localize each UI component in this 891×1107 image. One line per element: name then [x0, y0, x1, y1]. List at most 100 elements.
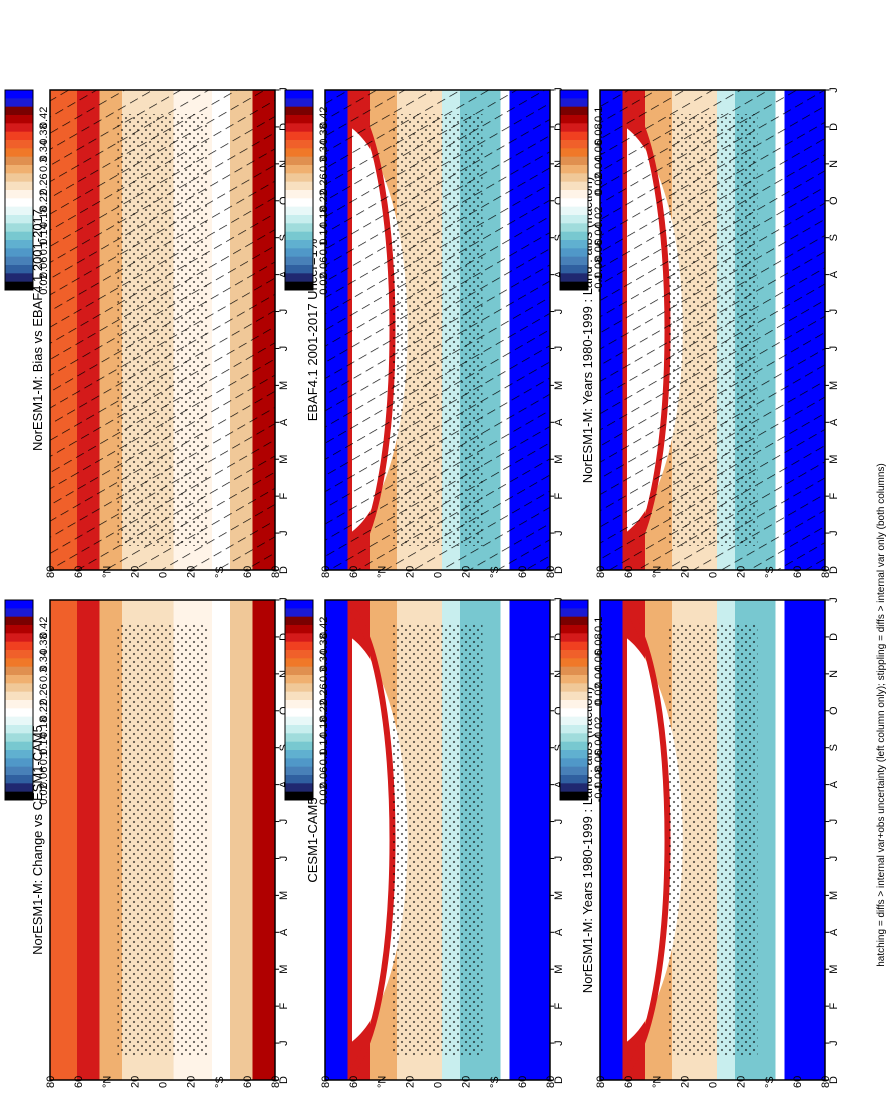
month-tick: D: [278, 566, 290, 574]
colorbar-label: 0.18: [38, 717, 50, 738]
colorbar-swatch: [5, 190, 33, 199]
lat-tick: °S: [489, 566, 501, 578]
colorbar-swatch: [560, 165, 588, 174]
month-tick: D: [828, 566, 840, 574]
colorbar-label: 0.26: [38, 683, 50, 704]
month-tick: M: [828, 381, 840, 390]
band-7: [509, 600, 550, 1080]
lat-tick: °N: [101, 566, 113, 578]
colorbar-label: -0.06: [593, 750, 605, 775]
band-0: [600, 600, 623, 1080]
lat-tick: °S: [764, 566, 776, 578]
colorbar-absolute-3: 0.420.380.340.30.260.220.180.140.1 0.060.…: [284, 599, 330, 805]
lat-tick: 80: [45, 566, 57, 578]
colorbar-swatch: [5, 633, 33, 643]
colorbar-swatch: [560, 215, 588, 224]
colorbar-label: -0.04: [593, 223, 605, 248]
colorbar-swatch: [5, 758, 33, 768]
month-tick: J: [553, 309, 565, 315]
colorbar-swatch: [285, 716, 313, 726]
colorbar-swatch: [5, 173, 33, 183]
month-tick: S: [828, 744, 840, 751]
month-tick: S: [278, 744, 290, 751]
colorbar-swatch: [560, 725, 588, 734]
month-tick: F: [828, 1003, 840, 1010]
colorbar-label: 0.18: [318, 717, 330, 738]
month-tick: A: [828, 928, 840, 936]
colorbar-swatch: [560, 206, 588, 216]
colorbar-label: 0.3: [38, 667, 50, 682]
colorbar-label: 0.38: [318, 633, 330, 654]
colorbar-swatch: [5, 265, 33, 274]
colorbar-label: 0.1: [38, 240, 50, 255]
band-7: [252, 600, 275, 1080]
colorbar-swatch: [560, 198, 588, 208]
month-tick: J: [278, 597, 290, 603]
month-tick: J: [828, 597, 840, 603]
colorbar-swatch: [560, 140, 588, 149]
month-tick: M: [278, 455, 290, 464]
colorbar-swatch: [285, 791, 313, 801]
colorbar-swatch: [5, 716, 33, 726]
lat-tick: 20: [679, 1076, 691, 1088]
colorbar-swatch: [560, 190, 588, 199]
colorbar-swatch: [5, 608, 33, 618]
month-tick: S: [278, 234, 290, 241]
month-tick: D: [828, 123, 840, 131]
lat-tick: 60: [73, 566, 85, 578]
lat-tick: 80: [820, 566, 832, 578]
lat-tick: 80: [320, 1076, 332, 1088]
colorbar-swatch: [285, 600, 313, 609]
colorbar-swatch: [5, 783, 33, 793]
lat-tick: °S: [214, 1076, 226, 1088]
colorbar-swatch: [285, 733, 313, 743]
colorbar-swatch: [560, 791, 588, 801]
colorbar-swatch: [285, 783, 313, 793]
colorbar-label: 0.34: [38, 140, 50, 161]
colorbar-frame: [4, 89, 34, 291]
colorbar-swatch: [285, 148, 313, 158]
colorbar-frame: [559, 599, 589, 801]
colorbar-swatch: [5, 691, 33, 701]
month-tick: A: [553, 780, 565, 788]
colorbar-swatch: [285, 123, 313, 133]
colorbar-swatch: [285, 215, 313, 224]
colorbar-label: 0.22: [318, 190, 330, 211]
month-tick: A: [828, 418, 840, 426]
lat-tick: 0: [708, 1082, 720, 1088]
month-tick: N: [828, 670, 840, 678]
month-tick: J: [278, 87, 290, 93]
colorbar-swatch: [560, 658, 588, 668]
colorbar-frame: [559, 89, 589, 291]
month-tick: O: [553, 196, 565, 205]
lat-tick: 0: [433, 1082, 445, 1088]
colorbar-difference-4: 0.10.080.060.040.020 -0.02-0.04-0.06-0.08…: [559, 89, 605, 292]
colorbar-swatch: [560, 181, 588, 191]
colorbar-label: 0.22: [318, 700, 330, 721]
colorbar-label: 0.42: [318, 107, 330, 128]
colorbar-label: -0.02: [593, 207, 605, 232]
colorbar-swatch: [5, 223, 33, 233]
month-tick: J: [828, 87, 840, 93]
colorbar-swatch: [560, 741, 588, 751]
month-tick: A: [278, 418, 290, 426]
colorbar-label: -0.06: [593, 240, 605, 265]
footnote: hatching = diffs > internal var+obs unce…: [876, 463, 887, 967]
colorbar-swatch: [5, 683, 33, 693]
colorbar-swatch: [285, 658, 313, 668]
colorbar-label: -0.02: [593, 717, 605, 742]
colorbar-swatch: [5, 115, 33, 124]
colorbar-swatch: [5, 98, 33, 108]
colorbar-label: 0.3: [318, 157, 330, 172]
panel-model: NorESM1-M: Years 1980-1999 : Land : albs…: [580, 87, 840, 578]
colorbar-label: 0.04: [593, 157, 605, 178]
colorbar-swatch: [5, 725, 33, 734]
stippling-overlay: [392, 624, 483, 1056]
colorbar-swatch: [285, 256, 313, 266]
colorbar-swatch: [5, 198, 33, 208]
lat-tick: 60: [792, 1076, 804, 1088]
colorbar-swatch: [5, 616, 33, 626]
month-tick: S: [553, 744, 565, 751]
colorbar-swatch: [5, 248, 33, 258]
colorbar-label: 0.1: [38, 750, 50, 765]
